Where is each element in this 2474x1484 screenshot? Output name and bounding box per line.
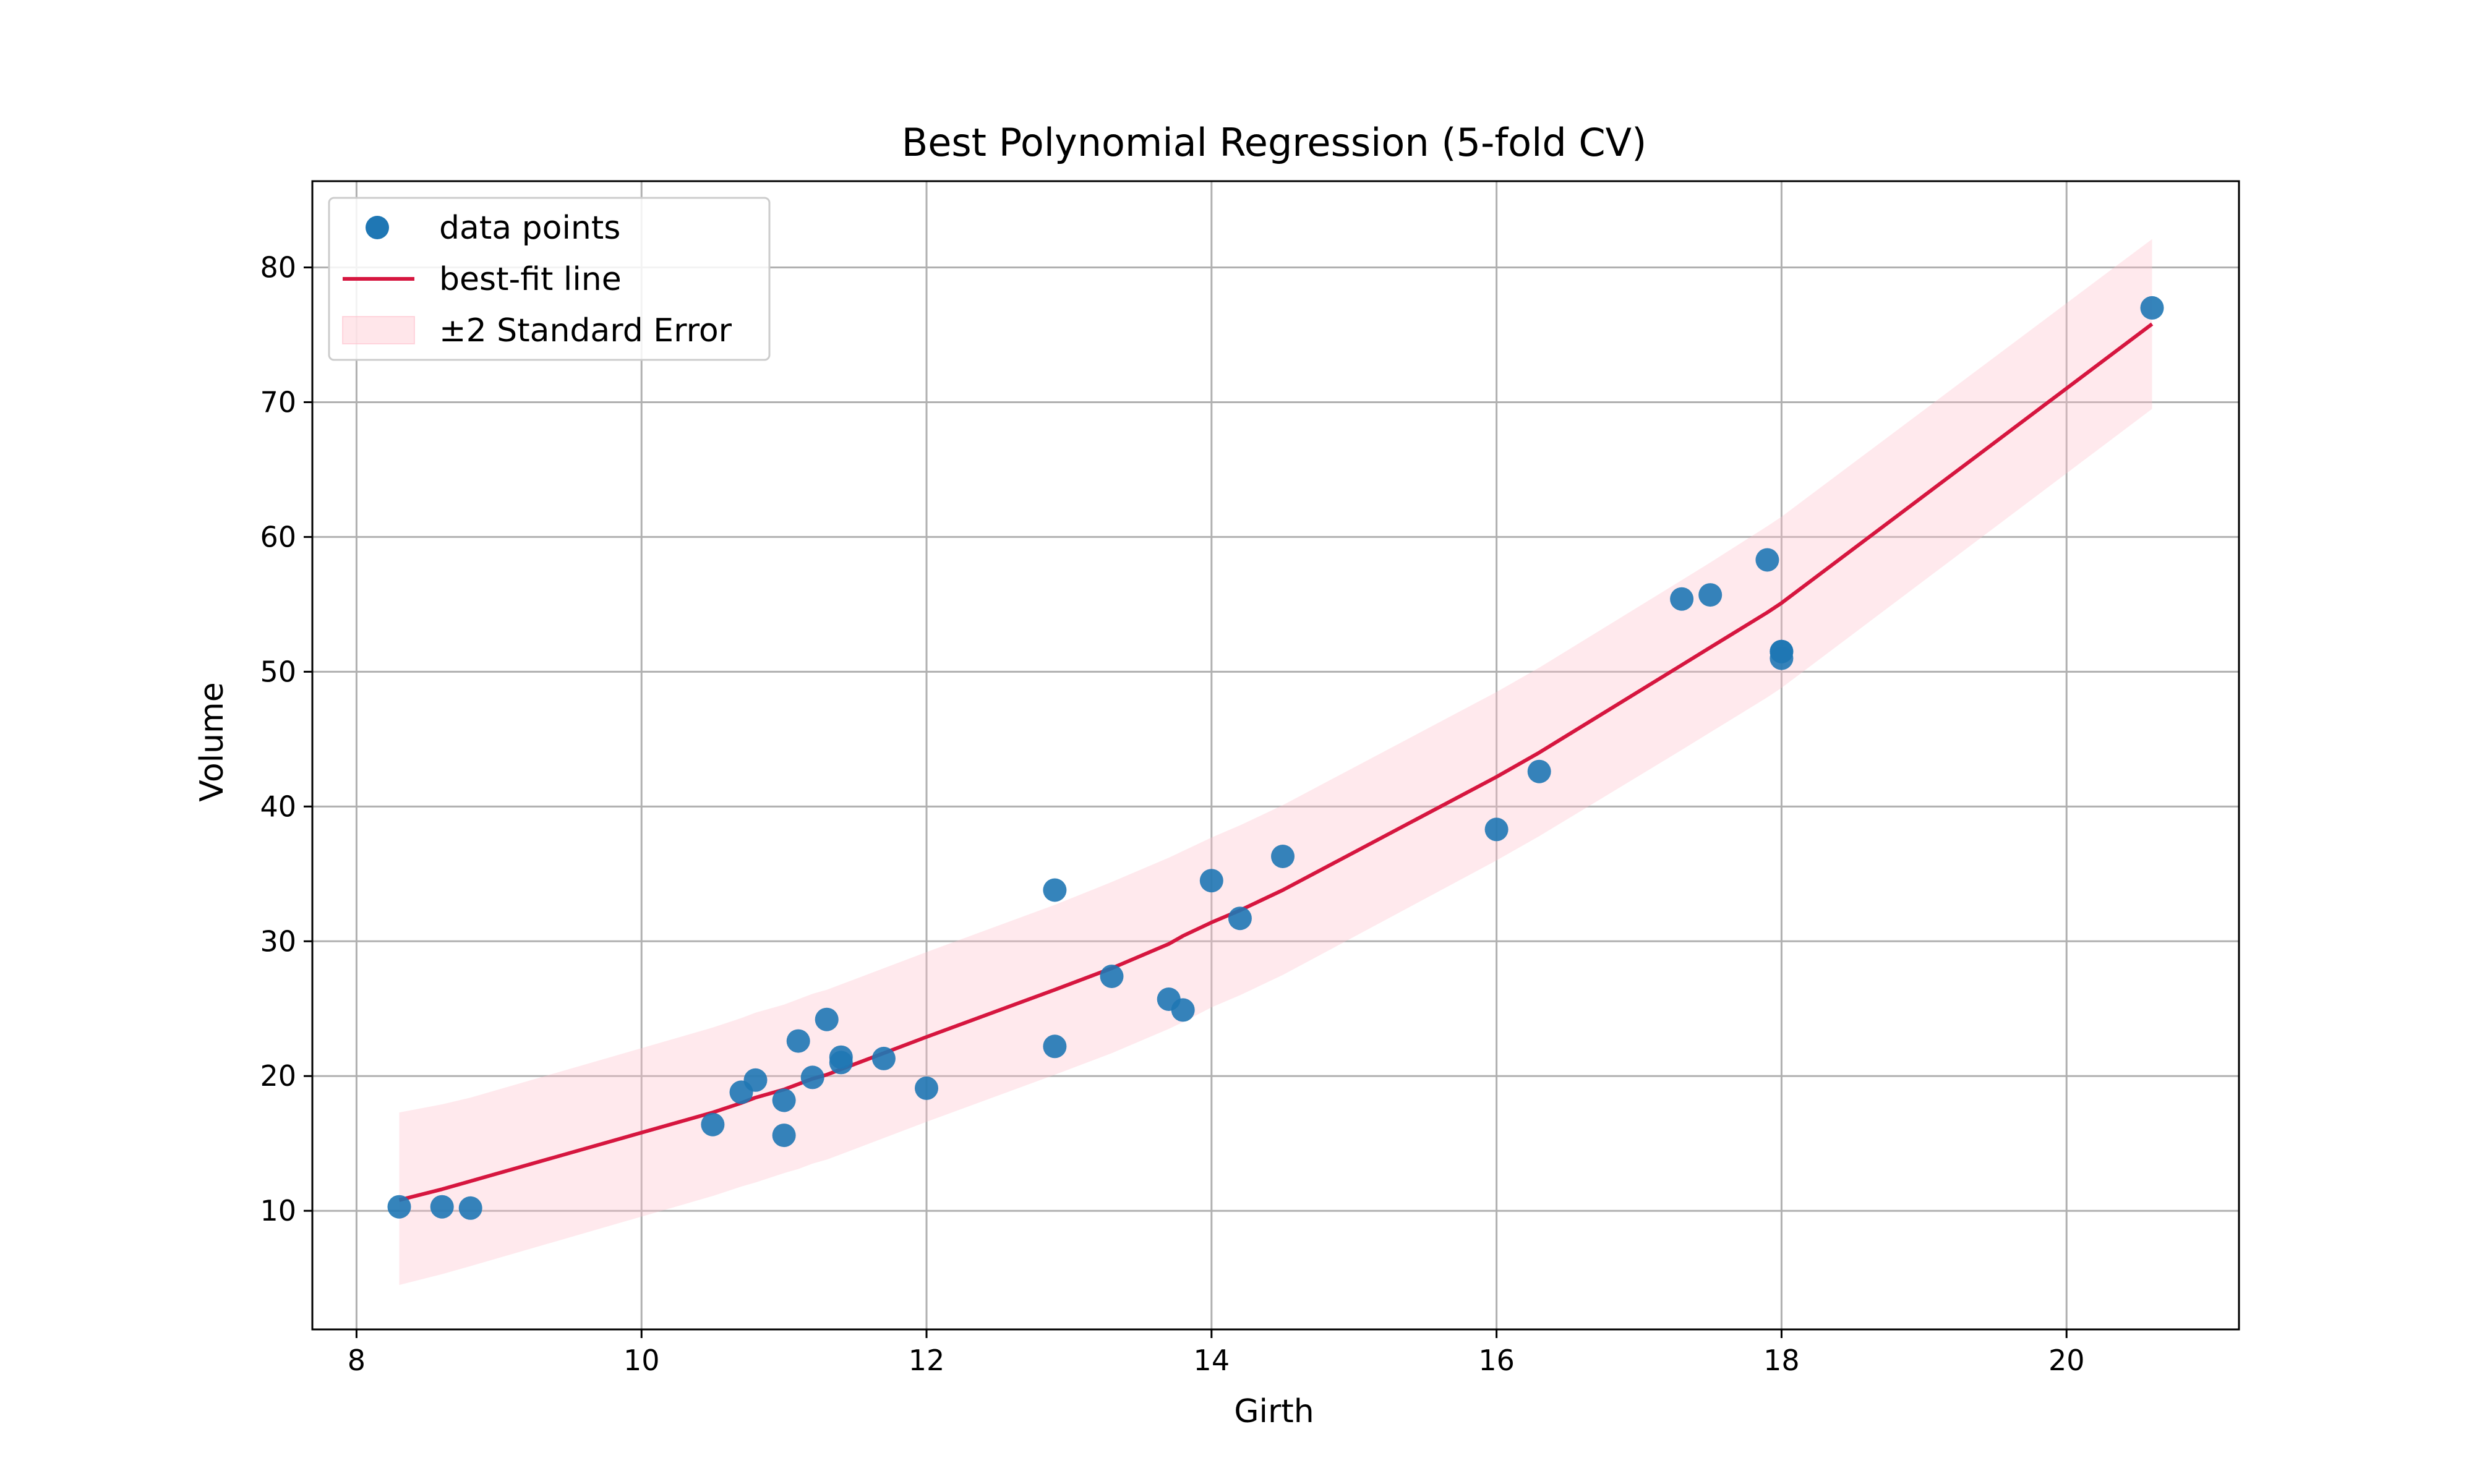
y-tick-label: 40 — [260, 790, 296, 823]
data-point — [1755, 548, 1779, 572]
data-point — [915, 1076, 938, 1100]
data-point — [871, 1046, 896, 1070]
data-point — [1171, 998, 1195, 1022]
legend-label: best-fit line — [439, 261, 622, 298]
data-points — [387, 296, 2164, 1220]
x-axis-title: Girth — [1234, 1393, 1314, 1430]
chart-title: Best Polynomial Regression (5-fold CV) — [902, 120, 1647, 165]
y-axis-title: Volume — [194, 682, 231, 801]
plot-frame — [311, 180, 2240, 1331]
data-point — [800, 1065, 824, 1090]
y-tick-label: 80 — [260, 250, 296, 284]
y-tick-label: 60 — [260, 520, 296, 553]
data-point — [1271, 845, 1295, 868]
x-tick-label: 20 — [2048, 1344, 2085, 1377]
data-point — [2140, 296, 2164, 320]
data-point — [387, 1195, 411, 1219]
legend-marker-data-points — [366, 216, 389, 239]
data-point — [1100, 965, 1124, 988]
x-tick-label: 16 — [1478, 1344, 1515, 1377]
data-point — [772, 1088, 796, 1112]
data-point — [743, 1068, 768, 1092]
grid-lines — [312, 181, 2239, 1329]
data-point — [430, 1195, 454, 1219]
legend-marker-error-band — [342, 316, 415, 344]
x-tick-label: 18 — [1763, 1344, 1800, 1377]
x-tick-label: 12 — [909, 1344, 945, 1377]
x-tick-label: 14 — [1194, 1344, 1230, 1377]
legend: data points best-fit line ±2 Standard Erro… — [328, 197, 771, 361]
y-tick-label: 30 — [260, 924, 296, 958]
data-point — [701, 1112, 725, 1136]
legend-box — [328, 197, 771, 361]
legend-label: data points — [439, 210, 620, 247]
y-tick-label: 70 — [260, 385, 296, 419]
x-tick-label: 8 — [348, 1344, 366, 1377]
data-point — [1043, 878, 1067, 902]
y-tick-label: 50 — [260, 655, 296, 688]
data-point — [1484, 817, 1509, 842]
data-point — [1670, 587, 1694, 611]
data-point — [1228, 906, 1252, 931]
data-point — [786, 1029, 810, 1053]
data-point — [772, 1124, 796, 1148]
legend-label: ±2 Standard Error — [439, 312, 732, 349]
data-point — [815, 1007, 839, 1031]
x-tick-label: 10 — [623, 1344, 660, 1377]
y-tick-label: 20 — [260, 1059, 296, 1093]
data-point — [1199, 869, 1223, 893]
y-tick-label: 10 — [260, 1194, 296, 1227]
data-point — [1527, 759, 1551, 783]
data-point — [1043, 1034, 1067, 1059]
data-point — [1698, 583, 1723, 607]
data-point — [1770, 639, 1794, 663]
data-point — [829, 1045, 853, 1069]
axis-ticks: 8 10 12 14 16 18 20 10 20 30 40 50 60 70 80 — [260, 250, 2084, 1377]
data-point — [458, 1196, 482, 1220]
